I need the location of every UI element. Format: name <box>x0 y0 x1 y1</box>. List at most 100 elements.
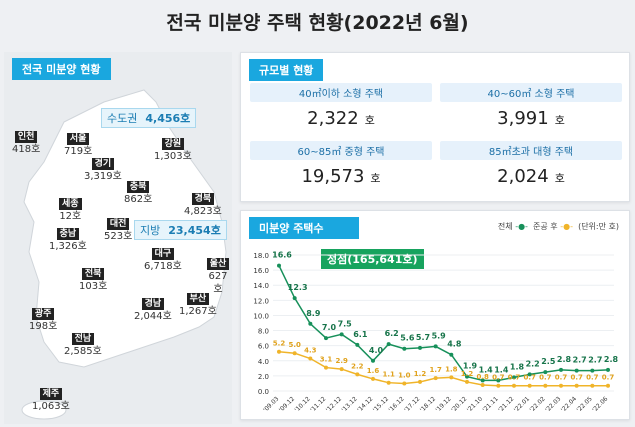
data-label: 1.2 <box>461 370 474 378</box>
data-point <box>543 370 548 375</box>
region-2: 강원 1,303호 <box>154 137 192 163</box>
region-name: 대구 <box>151 248 175 260</box>
x-tick-label: '21.12 <box>497 395 515 413</box>
data-point <box>496 378 501 383</box>
y-tick-label: 10.0 <box>253 312 269 320</box>
y-tick-label: 14.0 <box>253 282 269 290</box>
data-point <box>308 356 313 361</box>
data-point <box>292 351 297 356</box>
region-11: 전북 103호 <box>79 267 107 293</box>
capital-label: 수도권 <box>107 112 138 125</box>
chart-legend: 전체 -●- 준공 후 -●- (단위:만 호) <box>497 222 619 231</box>
region-value: 3,319호 <box>84 171 122 182</box>
legend-completed: 준공 후 <box>533 222 558 231</box>
data-label: 1.2 <box>414 370 427 378</box>
x-tick-label: '22.01 <box>513 395 531 413</box>
data-point <box>386 380 391 385</box>
data-label: 0.8 <box>476 373 489 381</box>
x-tick-label: '15.12 <box>372 395 390 413</box>
data-label: 1.8 <box>445 365 458 373</box>
data-label: 6.1 <box>353 330 368 339</box>
data-point <box>527 372 532 377</box>
region-value: 719호 <box>64 146 93 157</box>
size-label: 85㎡초과 대형 주택 <box>440 141 622 160</box>
region-15: 전남 2,585호 <box>64 332 102 358</box>
data-point <box>527 383 532 388</box>
size-value: 2,322 호 <box>307 108 375 129</box>
x-tick-label: '22.06 <box>591 395 609 413</box>
data-point <box>606 367 610 372</box>
data-point <box>574 383 579 388</box>
region-name: 서울 <box>66 133 90 145</box>
local-value: 23,454호 <box>168 224 221 237</box>
data-label: 1.7 <box>429 366 442 374</box>
region-name: 세종 <box>59 198 82 210</box>
y-tick-label: 18.0 <box>253 252 269 260</box>
x-tick-label: '22.02 <box>528 395 546 413</box>
y-tick-label: 4.0 <box>258 358 269 366</box>
data-point <box>574 368 579 373</box>
region-name: 인천 <box>14 131 38 143</box>
region-value: 2,585호 <box>64 346 102 357</box>
size-label: 40~60㎡ 소형 주택 <box>440 83 622 102</box>
data-point <box>433 344 438 349</box>
data-point <box>308 321 313 326</box>
x-tick-label: '22.03 <box>544 395 562 413</box>
region-name: 울산 <box>206 258 230 270</box>
size-tag: 규모별 현황 <box>249 59 324 81</box>
unit-note: (단위:만 호) <box>578 222 619 231</box>
data-point <box>418 379 422 384</box>
data-point <box>402 381 407 386</box>
legend-total: 전체 <box>497 222 513 231</box>
data-point <box>449 352 454 357</box>
series-line-0 <box>278 265 609 382</box>
region-6: 세종 12호 <box>59 197 82 223</box>
data-label: 4.8 <box>447 340 462 349</box>
region-9: 대구 6,718호 <box>144 247 182 273</box>
data-label: 2.9 <box>335 357 348 365</box>
data-point <box>480 378 485 383</box>
data-label: 1.9 <box>463 362 478 371</box>
map-panel: 전국 미분양 현황 수도권 4,456호 지방 23,454호 서울 719호 인천 41… <box>4 52 232 424</box>
region-name: 부산 <box>186 293 210 305</box>
region-3: 경기 3,319호 <box>84 157 122 183</box>
data-point <box>606 383 610 388</box>
x-tick-label: '09.03 <box>262 395 280 413</box>
x-tick-label: '21.11 <box>481 395 499 413</box>
data-label: 4.0 <box>369 346 384 355</box>
data-label: 0.7 <box>570 374 583 382</box>
region-value: 862호 <box>124 194 153 205</box>
size-value: 2,024 호 <box>497 166 565 187</box>
data-point <box>449 375 454 380</box>
region-12: 경남 2,044호 <box>134 297 172 323</box>
region-value: 1,267호 <box>179 306 217 317</box>
data-point <box>543 383 548 388</box>
data-label: 5.6 <box>400 334 415 343</box>
data-point <box>418 345 422 350</box>
region-value: 198호 <box>29 321 58 332</box>
region-10: 울산 627호 <box>204 257 232 296</box>
size-cell: 40㎡이하 소형 주택 2,322 호 <box>246 83 436 129</box>
data-label: 2.7 <box>573 356 587 365</box>
data-label: 0.7 <box>492 374 505 382</box>
peak-annotation: 정점(165,641호) <box>321 249 424 269</box>
x-tick-label: '20.12 <box>450 395 468 413</box>
y-tick-label: 8.0 <box>258 328 269 336</box>
data-label: 7.5 <box>338 319 353 328</box>
map-tag: 전국 미분양 현황 <box>12 58 111 80</box>
data-point <box>590 383 595 388</box>
region-value: 103호 <box>79 281 108 292</box>
region-name: 제주 <box>39 388 63 400</box>
data-label: 7.0 <box>322 323 337 332</box>
chart-title: 미분양 주택수 <box>249 217 359 239</box>
region-name: 광주 <box>31 308 55 320</box>
data-point <box>590 368 595 373</box>
region-name: 전북 <box>81 268 105 280</box>
data-label: 1.1 <box>382 371 395 379</box>
line-chart: 0.0 2.0 4.0 6.0 8.0 10.0 12.0 14.0 16.0 18.0 '09.0… <box>253 251 618 414</box>
data-label: 0.7 <box>555 374 568 382</box>
y-tick-label: 6.0 <box>258 343 269 351</box>
region-value: 2,044호 <box>134 311 172 322</box>
local-label: 지방 <box>140 224 161 237</box>
x-tick-label: '21.10 <box>466 395 484 413</box>
